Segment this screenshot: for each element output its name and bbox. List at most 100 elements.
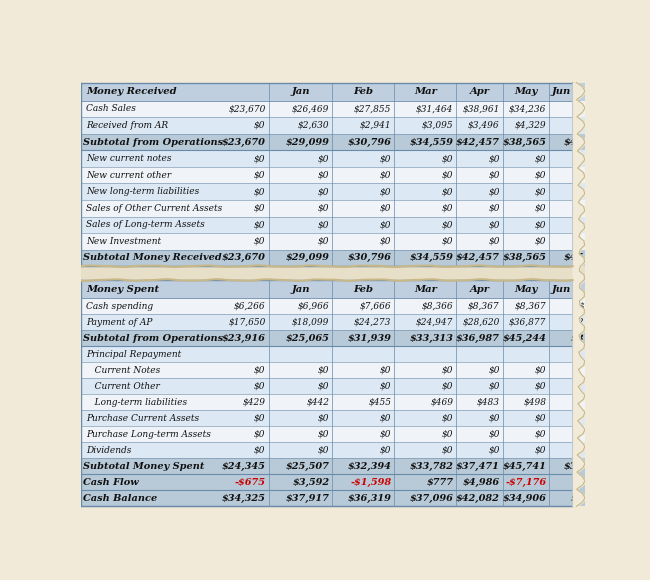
Text: $0: $0 (380, 430, 391, 439)
Text: Subtotal Money Spent: Subtotal Money Spent (83, 462, 204, 471)
Text: $34,559: $34,559 (410, 253, 453, 262)
Text: $23,670: $23,670 (222, 253, 266, 262)
Text: $0: $0 (254, 446, 266, 455)
Text: $23,670: $23,670 (222, 137, 266, 147)
Text: $0: $0 (254, 171, 266, 180)
Text: $0: $0 (488, 154, 500, 163)
Bar (81, 346, 573, 362)
Text: $0: $0 (442, 414, 453, 423)
Text: $24,947: $24,947 (416, 318, 453, 327)
Text: $6,966: $6,966 (298, 302, 330, 311)
Text: $0: $0 (535, 414, 546, 423)
Text: $8,367: $8,367 (515, 302, 546, 311)
Text: $469: $469 (430, 398, 453, 407)
Bar (81, 426, 573, 443)
Text: Long-term liabilities: Long-term liabilities (86, 398, 187, 407)
Text: $4: $4 (573, 104, 584, 114)
Text: Jan: Jan (291, 87, 310, 96)
Bar (573, 426, 585, 443)
Bar (573, 490, 585, 506)
Text: May: May (514, 87, 538, 96)
Text: $0: $0 (535, 187, 546, 196)
Text: $0: $0 (318, 220, 330, 229)
Bar (81, 443, 573, 458)
Text: $36,987: $36,987 (456, 334, 500, 343)
Text: $0: $0 (442, 430, 453, 439)
Text: New long-term liabilities: New long-term liabilities (86, 187, 199, 196)
Text: $0: $0 (254, 237, 266, 246)
Bar (81, 280, 573, 298)
Text: $37,917: $37,917 (285, 494, 330, 503)
Text: -$7,176: -$7,176 (505, 478, 546, 487)
Text: $33,313: $33,313 (410, 334, 453, 343)
Text: $0: $0 (535, 204, 546, 213)
Text: $17,650: $17,650 (228, 318, 266, 327)
Text: $0: $0 (380, 220, 391, 229)
Text: $0: $0 (380, 204, 391, 213)
Text: Cash Sales: Cash Sales (86, 104, 136, 114)
Text: $45: $45 (564, 137, 584, 147)
Text: $45: $45 (564, 253, 584, 262)
Text: $0: $0 (254, 430, 266, 439)
Text: Feb: Feb (354, 285, 373, 293)
Text: $42,457: $42,457 (456, 253, 500, 262)
Text: New current other: New current other (86, 171, 171, 180)
Bar (573, 330, 585, 346)
Text: Money Received: Money Received (86, 87, 177, 96)
Text: $0: $0 (442, 154, 453, 163)
Text: $23,916: $23,916 (222, 334, 266, 343)
Text: $1: $1 (573, 121, 584, 130)
Bar (81, 233, 573, 249)
Text: Jun: Jun (551, 87, 571, 96)
Text: $37,471: $37,471 (456, 462, 500, 471)
Text: $0: $0 (318, 446, 330, 455)
Bar (573, 458, 585, 474)
Text: $30,796: $30,796 (347, 137, 391, 147)
Text: $4,986: $4,986 (463, 478, 500, 487)
Text: -$1,598: -$1,598 (350, 478, 391, 487)
Text: $34,906: $34,906 (502, 494, 546, 503)
Text: $28,620: $28,620 (462, 318, 500, 327)
Bar (81, 117, 573, 134)
Text: $0: $0 (380, 414, 391, 423)
Text: Cash Flow: Cash Flow (83, 478, 138, 487)
Text: $31,939: $31,939 (347, 334, 391, 343)
Text: $0: $0 (380, 446, 391, 455)
Text: Jun: Jun (551, 285, 571, 293)
Text: $0: $0 (254, 187, 266, 196)
Text: $0: $0 (488, 204, 500, 213)
Bar (81, 183, 573, 200)
Text: New Investment: New Investment (86, 237, 161, 246)
Text: $0: $0 (318, 414, 330, 423)
Bar (81, 200, 573, 216)
Text: $4: $4 (571, 494, 584, 503)
Bar (573, 134, 585, 150)
Text: $0: $0 (254, 204, 266, 213)
Text: $0: $0 (318, 237, 330, 246)
Text: Purchase Long-term Assets: Purchase Long-term Assets (86, 430, 211, 439)
Bar (81, 378, 573, 394)
Text: $32,394: $32,394 (347, 462, 391, 471)
Text: $42,457: $42,457 (456, 137, 500, 147)
Text: Apr: Apr (469, 87, 489, 96)
Text: $0: $0 (380, 171, 391, 180)
Text: $8,366: $8,366 (422, 302, 453, 311)
Bar (573, 410, 585, 426)
Text: $498: $498 (523, 398, 546, 407)
Text: $0: $0 (488, 382, 500, 391)
Text: $0: $0 (442, 366, 453, 375)
Text: $0: $0 (254, 366, 266, 375)
Text: -$675: -$675 (235, 478, 266, 487)
Bar (81, 362, 573, 378)
Text: Apr: Apr (469, 285, 489, 293)
Text: $7,666: $7,666 (359, 302, 391, 311)
Text: $0: $0 (535, 366, 546, 375)
Bar (81, 474, 573, 490)
Text: $455: $455 (369, 398, 391, 407)
Text: $6,266: $6,266 (234, 302, 266, 311)
Bar (573, 101, 585, 117)
Text: $0: $0 (380, 187, 391, 196)
Bar (573, 200, 585, 216)
Text: $0: $0 (442, 204, 453, 213)
Bar (81, 330, 573, 346)
